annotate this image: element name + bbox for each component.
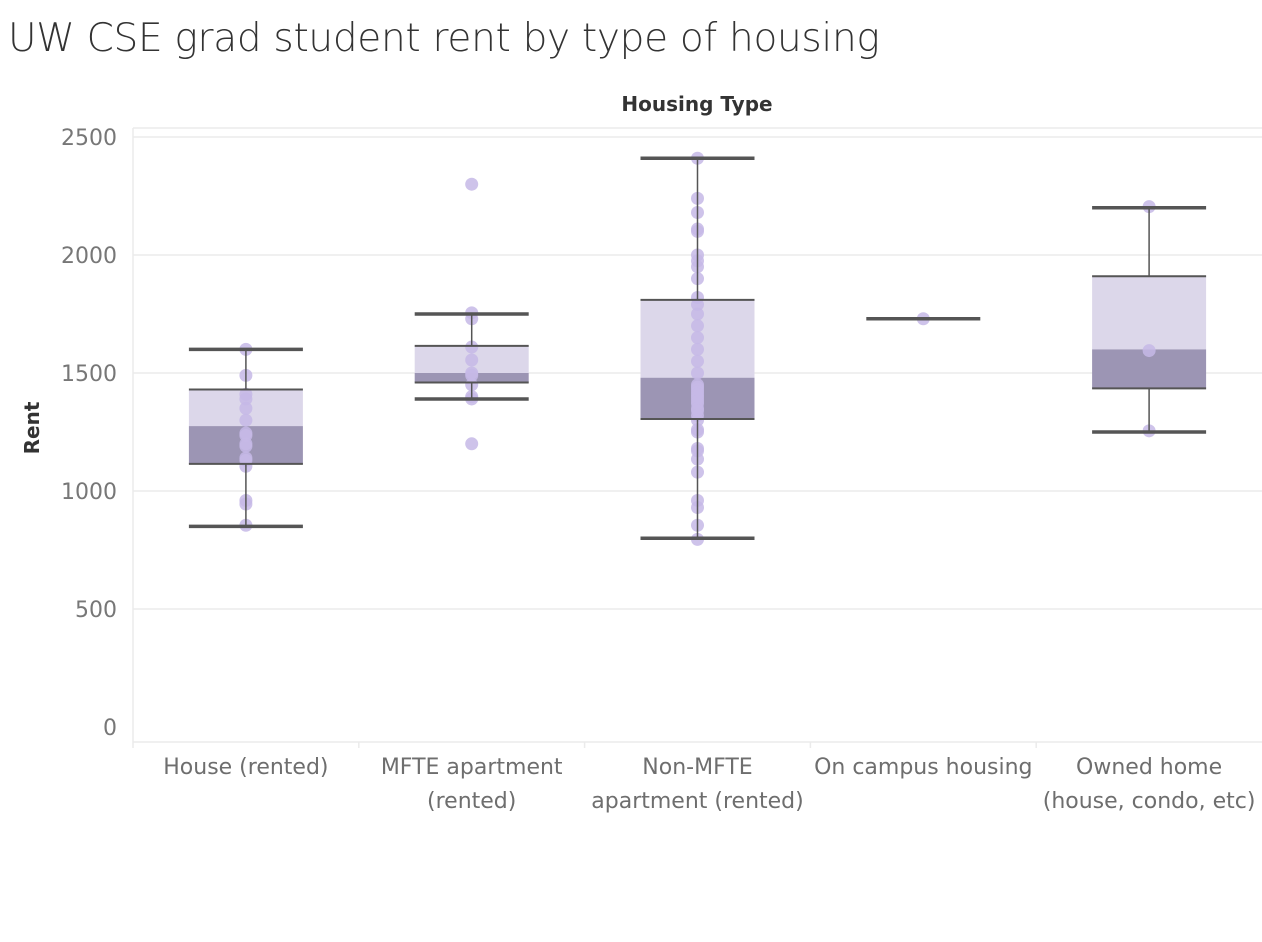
data-point	[465, 368, 479, 382]
y-axis-title: Rent	[20, 401, 44, 454]
data-point	[691, 307, 704, 321]
labels: 0 500 1000 1500 2000 2500 Housing Type Rent Hous…	[20, 92, 1255, 814]
y-tick-label: 1000	[61, 480, 117, 505]
chart-title: UW CSE grad student rent by type of hous…	[8, 16, 880, 61]
x-category-label: (rented)	[427, 789, 516, 814]
data-point	[465, 353, 479, 367]
data-point	[465, 437, 479, 451]
x-category-label: MFTE apartment	[381, 755, 563, 780]
x-category-label: apartment (rented)	[591, 789, 803, 814]
data-point	[691, 354, 704, 368]
data-point	[465, 340, 479, 354]
data-point	[691, 298, 704, 312]
data-point	[239, 392, 253, 406]
x-category-label: (house, condo, etc)	[1043, 789, 1256, 814]
x-axis-title: Housing Type	[621, 92, 772, 116]
y-tick-label: 500	[75, 598, 117, 623]
x-category-label: On campus housing	[814, 755, 1032, 780]
whiskers	[188, 156, 1207, 540]
data-point	[239, 439, 253, 453]
x-category-label: House (rented)	[163, 755, 328, 780]
axes	[132, 128, 1262, 748]
box-upper	[1092, 276, 1207, 350]
data-point	[239, 401, 253, 415]
y-tick-label: 2000	[61, 244, 117, 269]
data-point	[691, 331, 704, 345]
data-point	[691, 342, 704, 356]
y-tick-label: 0	[103, 716, 117, 741]
data-point	[691, 366, 704, 380]
data-point	[691, 319, 704, 333]
y-tick-label: 1500	[61, 362, 117, 387]
x-category-label: Non-MFTE	[642, 755, 752, 780]
y-tick-label: 2500	[61, 126, 117, 151]
data-point	[1142, 344, 1156, 358]
data-point	[239, 413, 253, 427]
points	[239, 151, 1156, 546]
x-category-label: Owned home	[1076, 755, 1222, 780]
data-point	[465, 177, 479, 191]
